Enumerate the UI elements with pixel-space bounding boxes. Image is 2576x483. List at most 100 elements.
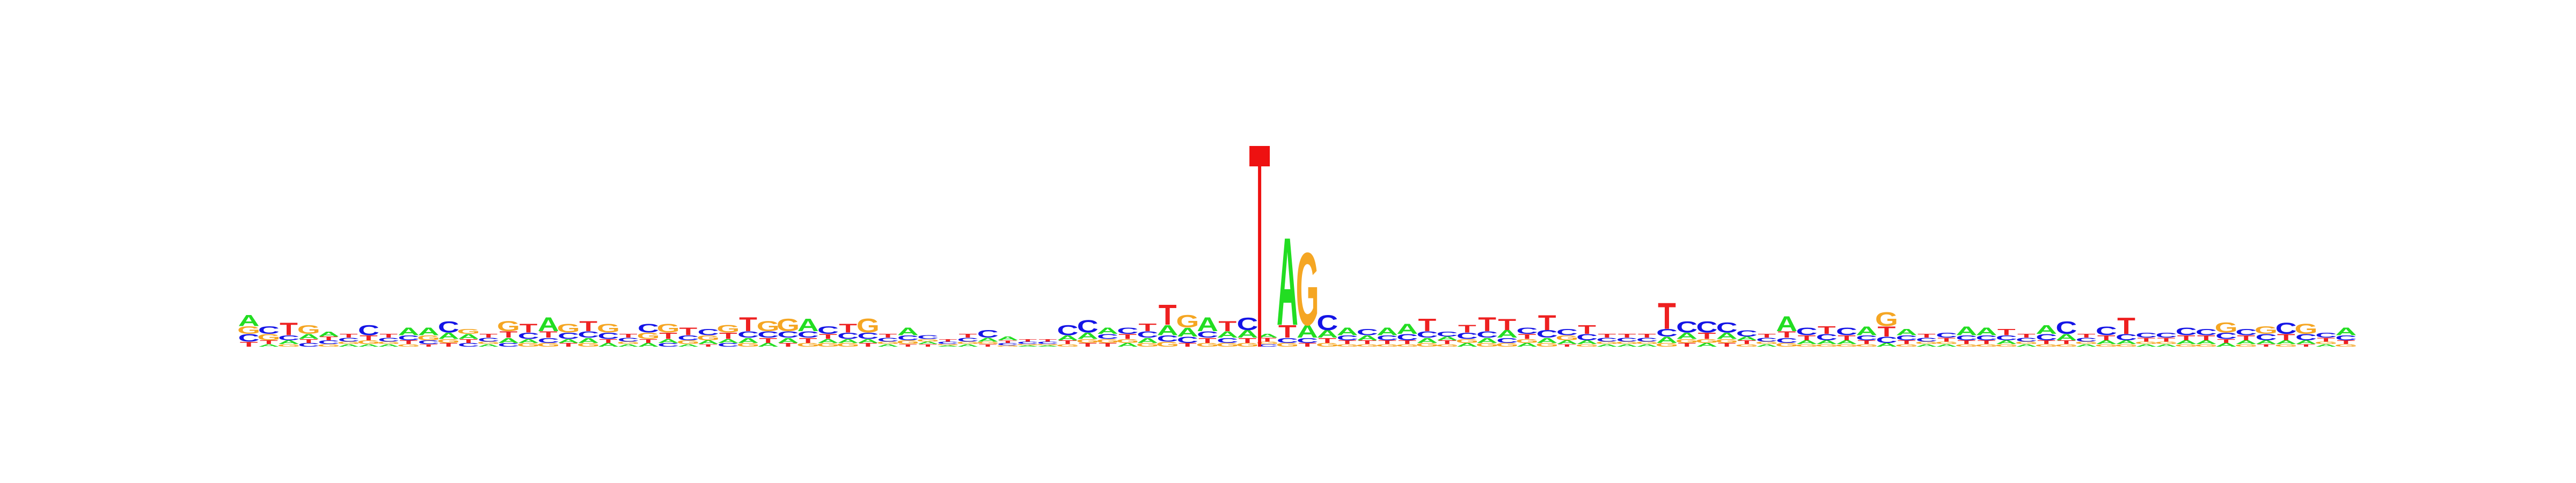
logo-letter-c: C bbox=[677, 334, 699, 342]
logo-letter-t: T bbox=[979, 343, 997, 347]
logo-letter-a: A bbox=[977, 337, 999, 343]
logo-letter-g: G bbox=[1755, 341, 1779, 345]
logo-letter-t: T bbox=[1338, 339, 1357, 345]
logo-letter-c: C bbox=[577, 330, 599, 340]
logo-letter-c: C bbox=[1357, 327, 1378, 337]
logo-letter-t: T bbox=[2237, 334, 2255, 342]
logo-letter-a: A bbox=[458, 333, 479, 341]
marker-line bbox=[1258, 153, 1262, 347]
logo-letter-a: A bbox=[2155, 343, 2177, 347]
logo-letter-c: C bbox=[1517, 326, 1538, 336]
logo-letter-g: G bbox=[816, 342, 839, 348]
logo-letter-c: C bbox=[1337, 334, 1358, 342]
logo-letter-t: T bbox=[799, 336, 817, 345]
logo-letter-a: A bbox=[1077, 331, 1099, 341]
logo-letter-a: A bbox=[1916, 343, 1937, 347]
logo-letter-c: C bbox=[2235, 327, 2257, 337]
logo-letter-t: T bbox=[1019, 338, 1037, 342]
logo-letter-c: C bbox=[857, 331, 879, 341]
marker-square bbox=[1249, 146, 1270, 166]
logo-letter-t: T bbox=[739, 313, 757, 335]
logo-letter-g: G bbox=[1455, 338, 1479, 344]
logo-letter-a: A bbox=[1277, 212, 1298, 352]
logo-letter-a: A bbox=[1716, 331, 1738, 341]
logo-letter-g: G bbox=[2175, 343, 2198, 347]
logo-letter-c: C bbox=[2116, 332, 2137, 342]
logo-letter-g: G bbox=[1535, 342, 1558, 348]
logo-letter-a: A bbox=[1177, 325, 1198, 339]
logo-letter-a: A bbox=[1776, 312, 1797, 336]
logo-letter-t: T bbox=[2057, 339, 2075, 345]
logo-letter-g: G bbox=[1695, 338, 1718, 344]
logo-letter-t: T bbox=[779, 342, 797, 348]
logo-letter-c: C bbox=[1416, 330, 1438, 340]
logo-letter-c: C bbox=[1197, 330, 1218, 340]
logo-letter-g: G bbox=[237, 324, 260, 336]
logo-letter-c: C bbox=[1856, 334, 1877, 342]
logo-letter-g: G bbox=[677, 339, 700, 345]
logo-letter-a: A bbox=[2076, 343, 2097, 347]
logo-letter-c: C bbox=[1217, 336, 1238, 345]
logo-letter-a: A bbox=[1416, 336, 1438, 345]
logo-letter-c: C bbox=[2275, 320, 2297, 338]
logo-letter-t: T bbox=[939, 338, 957, 342]
logo-letter-g: G bbox=[976, 341, 999, 345]
logo-letter-c: C bbox=[1556, 327, 1578, 337]
logo-letter-g: G bbox=[1316, 342, 1339, 348]
logo-letter-a: A bbox=[398, 325, 419, 338]
logo-letter-a: A bbox=[718, 338, 739, 344]
logo-letter-a: A bbox=[877, 343, 899, 347]
logo-letter-c: C bbox=[837, 331, 859, 341]
logo-letter-a: A bbox=[1696, 342, 1718, 348]
logo-letter-t: T bbox=[1258, 337, 1277, 343]
logo-letter-a: A bbox=[1756, 343, 1777, 347]
site-marker bbox=[1249, 146, 1270, 347]
logo-letter-g: G bbox=[277, 343, 301, 347]
logo-letter-a: A bbox=[1596, 343, 1618, 347]
logo-letter-a: A bbox=[2016, 343, 2037, 347]
logo-letter-a: A bbox=[1037, 345, 1058, 347]
logo-letter-a: A bbox=[1836, 339, 1857, 345]
logo-letter-c: C bbox=[2315, 331, 2337, 339]
logo-letter-c: C bbox=[618, 337, 639, 343]
logo-letter-g: G bbox=[497, 319, 520, 335]
logo-letter-g: G bbox=[2135, 341, 2158, 345]
logo-letter-c: C bbox=[1117, 326, 1138, 336]
logo-letter-t: T bbox=[1398, 339, 1416, 345]
logo-letter-t: T bbox=[1438, 339, 1457, 345]
logo-letter-t: T bbox=[2137, 337, 2155, 343]
logo-letter-g: G bbox=[716, 323, 740, 335]
logo-letter-g: G bbox=[1036, 344, 1059, 346]
logo-letter-c: C bbox=[1596, 337, 1618, 343]
logo-letter-a: A bbox=[318, 330, 340, 338]
logo-letter-c: C bbox=[2155, 331, 2177, 339]
logo-letter-t: T bbox=[1298, 342, 1316, 348]
logo-letter-c: C bbox=[1696, 318, 1717, 336]
logo-letter-a: A bbox=[1876, 342, 1897, 348]
logo-letter-t: T bbox=[1118, 333, 1137, 341]
logo-letter-g: G bbox=[1256, 341, 1279, 345]
logo-letter-g: G bbox=[1935, 341, 1958, 345]
logo-letter-a: A bbox=[1936, 343, 1957, 347]
logo-letter-a: A bbox=[1396, 321, 1418, 338]
logo-letter-g: G bbox=[1735, 343, 1758, 347]
logo-letter-g: G bbox=[1136, 342, 1159, 348]
logo-letter-t: T bbox=[1239, 336, 1257, 345]
logo-letter-a: A bbox=[1656, 335, 1678, 345]
logo-letter-c: C bbox=[1676, 318, 1697, 336]
logo-letter-a: A bbox=[2215, 342, 2237, 348]
logo-letter-t: T bbox=[1957, 339, 1975, 345]
logo-letter-g: G bbox=[917, 338, 940, 342]
logo-letter-g: G bbox=[936, 344, 960, 346]
logo-letter-a: A bbox=[358, 343, 379, 347]
logo-letter-t: T bbox=[1758, 333, 1776, 339]
logo-letter-a: A bbox=[558, 338, 579, 344]
logo-letter-g: G bbox=[2015, 341, 2038, 345]
logo-letter-g: G bbox=[2055, 343, 2078, 347]
logo-letter-c: C bbox=[657, 342, 679, 348]
logo-letter-g: G bbox=[1496, 342, 1519, 348]
logo-letter-c: C bbox=[1297, 336, 1318, 345]
logo-letter-c: C bbox=[598, 331, 619, 341]
logo-letter-t: T bbox=[2077, 333, 2096, 339]
